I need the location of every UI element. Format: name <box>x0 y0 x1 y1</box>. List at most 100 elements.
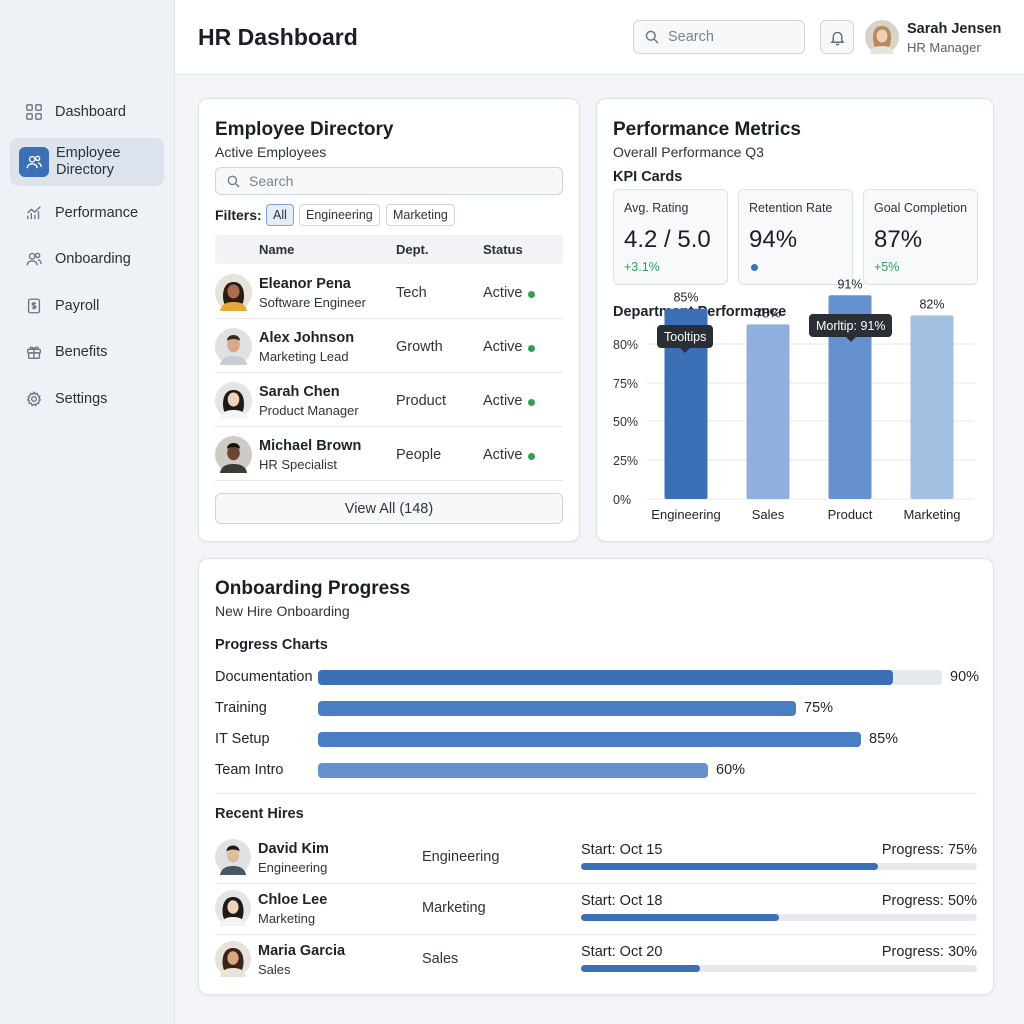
bar-engineering <box>664 308 708 499</box>
data-label: 91% <box>837 277 862 291</box>
header-search-input[interactable]: Search <box>633 20 805 54</box>
kpi-label: Avg. Rating <box>624 201 689 215</box>
bar-sales <box>746 324 790 499</box>
sidebar-item-payroll[interactable]: Payroll <box>10 282 164 330</box>
y-tick-label: 50% <box>613 415 638 429</box>
performance-metrics-card: Performance Metrics Overall Performance … <box>596 98 994 542</box>
sidebar-item-onboarding[interactable]: Onboarding <box>10 235 164 283</box>
chart-tooltip: Morltip: 91% <box>809 314 893 342</box>
sidebar-item-label: Payroll <box>55 297 100 314</box>
search-icon <box>645 30 659 44</box>
divider <box>215 793 977 794</box>
list-item[interactable]: Maria Garcia Sales Sales Start: Oct 20 P… <box>215 935 977 986</box>
employee-dept: Product <box>396 393 446 409</box>
y-tick-label: 75% <box>613 377 638 391</box>
x-tick-label: Sales <box>752 507 785 522</box>
bell-icon <box>829 31 845 45</box>
trend-chart-icon <box>24 203 44 223</box>
filter-chip-engineering[interactable]: Engineering <box>299 204 380 226</box>
employee-name: Eleanor Pena <box>259 276 351 292</box>
progress-fill <box>318 732 861 747</box>
kpi-delta: +3.1% <box>624 260 660 274</box>
employee-role: HR Specialist <box>259 457 338 472</box>
table-row[interactable]: Sarah Chen Product Manager Product Activ… <box>215 373 563 427</box>
hire-progress-label: Progress: 75% <box>881 842 977 858</box>
progress-track <box>318 701 942 716</box>
hire-progress-track <box>581 863 977 870</box>
avatar <box>215 941 251 977</box>
sidebar-item-dashboard[interactable]: Dashboard <box>10 88 164 136</box>
hire-dept: Sales <box>422 951 459 967</box>
directory-search-input[interactable]: Search <box>215 167 563 195</box>
user-avatar[interactable] <box>865 20 899 54</box>
sidebar-item-label: Onboarding <box>55 250 131 267</box>
progress-value: 75% <box>804 700 834 716</box>
progress-track <box>318 763 942 778</box>
employee-name: Michael Brown <box>259 438 362 454</box>
employee-name: Sarah Chen <box>259 384 340 400</box>
kpi-card-goal-completion: Goal Completion 87% +5% <box>863 189 978 285</box>
sidebar-item-label: Dashboard <box>55 103 126 120</box>
hire-dept-small: Marketing <box>258 911 316 926</box>
table-header: Name Dept. Status <box>215 235 563 264</box>
table-row[interactable]: Eleanor Pena Software Engineer Tech Acti… <box>215 265 563 319</box>
avatar <box>215 890 251 926</box>
user-role: HR Manager <box>907 40 981 55</box>
avatar <box>215 274 252 311</box>
list-item[interactable]: Chloe Lee Marketing Marketing Start: Oct… <box>215 884 977 935</box>
column-header-name[interactable]: Name <box>259 242 295 257</box>
sidebar-item-label: Performance <box>55 204 139 221</box>
table-row[interactable]: Michael Brown HR Specialist People Activ… <box>215 427 563 481</box>
progress-fill <box>318 701 796 716</box>
employee-dept: Growth <box>396 339 443 355</box>
kpi-card-retention-rate: Retention Rate 94% <box>738 189 853 285</box>
dollar-document-icon <box>24 296 44 316</box>
x-tick-label: Marketing <box>903 507 960 522</box>
hire-start-date: Start: Oct 18 <box>581 893 663 909</box>
card-title: Onboarding Progress <box>215 578 411 599</box>
sidebar-item-benefits[interactable]: Benefits <box>10 328 164 376</box>
user-name: Sarah Jensen <box>907 21 1002 37</box>
employee-name: Alex Johnson <box>259 330 355 346</box>
kpi-label: Retention Rate <box>749 201 833 215</box>
kpi-heading: KPI Cards <box>613 169 683 185</box>
sidebar-item-settings[interactable]: Settings <box>10 375 164 423</box>
filter-chip-marketing[interactable]: Marketing <box>386 204 455 226</box>
column-header-dept[interactable]: Dept. <box>396 242 429 257</box>
notifications-button[interactable] <box>820 20 854 54</box>
progress-value: 60% <box>716 762 746 778</box>
view-all-button[interactable]: View All (148) <box>215 493 563 524</box>
y-tick-label: 0% <box>613 493 631 507</box>
employee-directory-card: Employee Directory Active Employees Sear… <box>198 98 580 542</box>
employee-role: Product Manager <box>259 403 359 418</box>
hire-name: David Kim <box>258 841 329 857</box>
filter-chip-all[interactable]: All <box>266 204 294 226</box>
onboarding-progress-card: Onboarding Progress New Hire Onboarding … <box>198 558 994 995</box>
list-item[interactable]: David Kim Engineering Engineering Start:… <box>215 833 977 884</box>
data-label: 78% <box>755 306 780 320</box>
column-header-status[interactable]: Status <box>483 242 523 257</box>
status-active-dot <box>528 345 535 352</box>
hire-start-date: Start: Oct 20 <box>581 944 663 960</box>
data-label: 82% <box>919 297 944 311</box>
sidebar-item-performance[interactable]: Performance <box>10 189 164 237</box>
grid-icon <box>24 102 44 122</box>
users-icon <box>19 147 49 177</box>
bar-marketing <box>910 315 954 499</box>
sidebar-item-employee-directory[interactable]: Employee Directory <box>10 138 164 186</box>
hire-dept-small: Sales <box>258 962 291 977</box>
employee-dept: People <box>396 447 442 463</box>
hire-progress-label: Progress: 30% <box>881 944 977 960</box>
kpi-label: Goal Completion <box>874 201 968 215</box>
department-performance-chart: 0% 25% 50% 75% 80% 85% Engineering 78% Sales 91% P… <box>613 277 975 522</box>
employee-status: Active <box>483 447 523 463</box>
sidebar-item-label: Employee Directory <box>56 145 121 178</box>
progress-label: Documentation <box>215 669 313 685</box>
sidebar-item-label: Settings <box>55 390 108 407</box>
gift-icon <box>24 342 44 362</box>
sidebar-item-label: Benefits <box>55 343 108 360</box>
status-active-dot <box>528 453 535 460</box>
data-label: 85% <box>673 291 698 305</box>
card-title: Performance Metrics <box>613 119 801 140</box>
table-row[interactable]: Alex Johnson Marketing Lead Growth Activ… <box>215 319 563 373</box>
